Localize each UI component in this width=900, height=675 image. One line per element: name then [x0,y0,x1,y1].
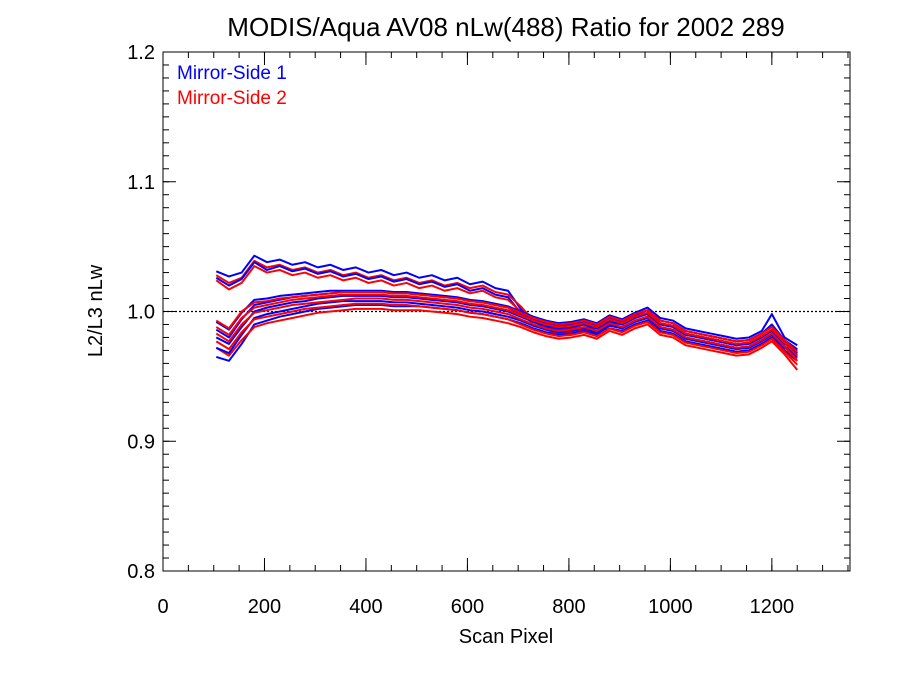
x-tick-label: 800 [552,596,585,618]
chart-title: MODIS/Aqua AV08 nLw(488) Ratio for 2002 … [227,12,784,42]
x-tick-label: 0 [157,596,168,618]
y-tick-label: 0.9 [127,431,155,453]
x-tick-label: 200 [248,596,281,618]
series-line-mirror-side-1 [215,289,798,347]
series-line-mirror-side-2 [215,297,798,362]
x-axis-ticks: 0 200 400 600 800 1000 1200 [157,52,794,618]
y-tick-label: 1.2 [127,42,155,64]
series-line-mirror-side-2 [215,307,799,371]
series-line-mirror-side-2 [215,302,798,366]
legend-label-mirror-side-2: Mirror-Side 2 [177,88,287,109]
x-tick-label: 1200 [750,596,795,618]
x-tick-label: 400 [349,596,382,618]
legend-label-mirror-side-1: Mirror-Side 1 [177,63,287,84]
y-tick-label: 1.1 [127,172,155,194]
series-line-mirror-side-2 [215,291,798,353]
legend: Mirror-Side 1 Mirror-Side 2 [177,63,287,109]
series-layer [215,254,799,371]
y-axis-title: L2/L3 nLw [85,264,107,357]
y-tick-label: 1.0 [127,302,155,324]
x-tick-label: 1000 [648,596,693,618]
series-line-mirror-side-1 [215,254,798,352]
y-tick-label: 0.8 [127,561,155,583]
series-line-mirror-side-2 [215,293,798,357]
x-axis-title: Scan Pixel [459,626,554,648]
series-line-mirror-side-1 [215,261,798,356]
x-tick-label: 600 [451,596,484,618]
